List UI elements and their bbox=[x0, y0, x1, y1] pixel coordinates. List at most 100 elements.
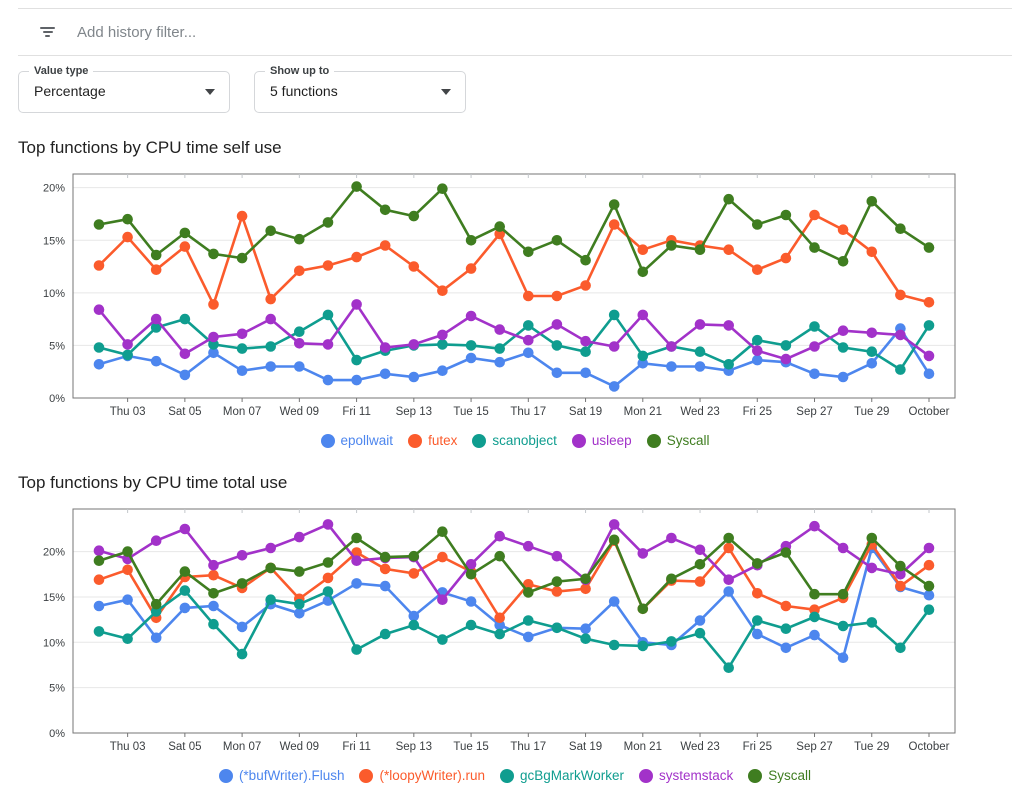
data-point[interactable] bbox=[93, 600, 105, 612]
data-point[interactable] bbox=[236, 252, 248, 264]
data-point[interactable] bbox=[895, 580, 906, 592]
data-point[interactable] bbox=[351, 547, 362, 558]
data-point[interactable] bbox=[523, 631, 534, 643]
data-point[interactable] bbox=[637, 603, 649, 615]
data-point[interactable] bbox=[666, 341, 677, 352]
data-point[interactable] bbox=[580, 573, 591, 585]
data-point[interactable] bbox=[179, 241, 191, 252]
data-point[interactable] bbox=[150, 264, 162, 275]
data-point[interactable] bbox=[265, 361, 276, 372]
data-point[interactable] bbox=[523, 615, 534, 626]
data-point[interactable] bbox=[236, 621, 248, 633]
data-point[interactable] bbox=[494, 356, 506, 368]
data-point[interactable] bbox=[351, 374, 362, 386]
data-point[interactable] bbox=[551, 235, 563, 246]
data-point[interactable] bbox=[93, 626, 105, 637]
data-point[interactable] bbox=[666, 532, 677, 544]
data-point[interactable] bbox=[723, 542, 734, 554]
data-point[interactable] bbox=[866, 327, 878, 339]
data-point[interactable] bbox=[923, 350, 935, 362]
data-point[interactable] bbox=[809, 611, 820, 623]
data-point[interactable] bbox=[322, 309, 334, 321]
data-point[interactable] bbox=[265, 341, 276, 352]
data-point[interactable] bbox=[837, 652, 849, 663]
data-point[interactable] bbox=[923, 368, 935, 380]
data-point[interactable] bbox=[236, 328, 248, 340]
data-point[interactable] bbox=[265, 562, 276, 574]
data-point[interactable] bbox=[752, 558, 763, 569]
data-point[interactable] bbox=[809, 629, 820, 641]
data-point[interactable] bbox=[122, 231, 133, 243]
data-point[interactable] bbox=[93, 574, 105, 585]
data-point[interactable] bbox=[150, 313, 162, 325]
data-point[interactable] bbox=[837, 256, 849, 267]
data-point[interactable] bbox=[580, 335, 591, 347]
data-point[interactable] bbox=[809, 520, 820, 532]
data-point[interactable] bbox=[379, 551, 391, 563]
data-point[interactable] bbox=[208, 347, 219, 359]
data-point[interactable] bbox=[322, 586, 334, 597]
data-point[interactable] bbox=[637, 309, 649, 321]
data-point[interactable] bbox=[93, 219, 105, 230]
data-point[interactable] bbox=[580, 583, 591, 595]
data-point[interactable] bbox=[208, 559, 219, 571]
data-point[interactable] bbox=[494, 619, 506, 631]
data-point[interactable] bbox=[837, 371, 849, 383]
data-point[interactable] bbox=[150, 632, 162, 644]
data-point[interactable] bbox=[236, 578, 248, 589]
data-point[interactable] bbox=[208, 248, 219, 260]
data-point[interactable] bbox=[465, 263, 477, 274]
data-point[interactable] bbox=[837, 588, 849, 600]
data-point[interactable] bbox=[752, 628, 763, 640]
data-point[interactable] bbox=[351, 644, 362, 655]
data-point[interactable] bbox=[723, 193, 734, 205]
data-point[interactable] bbox=[837, 224, 849, 235]
data-point[interactable] bbox=[752, 588, 763, 599]
data-point[interactable] bbox=[608, 199, 620, 210]
data-point[interactable] bbox=[122, 339, 133, 350]
value-type-select[interactable]: Value type Percentage bbox=[18, 65, 230, 113]
data-point[interactable] bbox=[179, 313, 191, 325]
data-point[interactable] bbox=[694, 319, 706, 330]
data-point[interactable] bbox=[351, 251, 362, 263]
data-point[interactable] bbox=[294, 265, 305, 277]
data-point[interactable] bbox=[523, 334, 534, 346]
data-point[interactable] bbox=[752, 334, 763, 346]
data-point[interactable] bbox=[236, 343, 248, 354]
data-point[interactable] bbox=[294, 338, 305, 349]
data-point[interactable] bbox=[866, 246, 878, 258]
data-point[interactable] bbox=[437, 526, 448, 537]
data-point[interactable] bbox=[322, 374, 334, 386]
data-point[interactable] bbox=[465, 235, 477, 246]
data-point[interactable] bbox=[694, 559, 706, 570]
data-point[interactable] bbox=[379, 342, 391, 353]
data-point[interactable] bbox=[179, 523, 191, 535]
data-point[interactable] bbox=[895, 329, 906, 341]
data-point[interactable] bbox=[551, 622, 563, 634]
data-point[interactable] bbox=[494, 550, 506, 562]
data-point[interactable] bbox=[809, 242, 820, 253]
data-point[interactable] bbox=[608, 341, 620, 352]
data-point[interactable] bbox=[494, 530, 506, 542]
data-point[interactable] bbox=[122, 594, 133, 605]
data-point[interactable] bbox=[93, 260, 105, 271]
data-point[interactable] bbox=[265, 542, 276, 554]
data-point[interactable] bbox=[408, 610, 420, 622]
data-point[interactable] bbox=[236, 648, 248, 660]
data-point[interactable] bbox=[437, 339, 448, 350]
data-point[interactable] bbox=[551, 290, 563, 302]
data-point[interactable] bbox=[637, 244, 649, 255]
data-point[interactable] bbox=[208, 299, 219, 310]
data-point[interactable] bbox=[150, 598, 162, 610]
data-point[interactable] bbox=[379, 628, 391, 640]
data-point[interactable] bbox=[837, 325, 849, 336]
data-point[interactable] bbox=[122, 564, 133, 576]
data-point[interactable] bbox=[694, 627, 706, 639]
data-point[interactable] bbox=[179, 369, 191, 381]
data-point[interactable] bbox=[866, 346, 878, 357]
data-point[interactable] bbox=[437, 183, 448, 194]
data-point[interactable] bbox=[923, 320, 935, 331]
data-point[interactable] bbox=[637, 350, 649, 362]
data-point[interactable] bbox=[694, 346, 706, 357]
data-point[interactable] bbox=[122, 349, 133, 361]
